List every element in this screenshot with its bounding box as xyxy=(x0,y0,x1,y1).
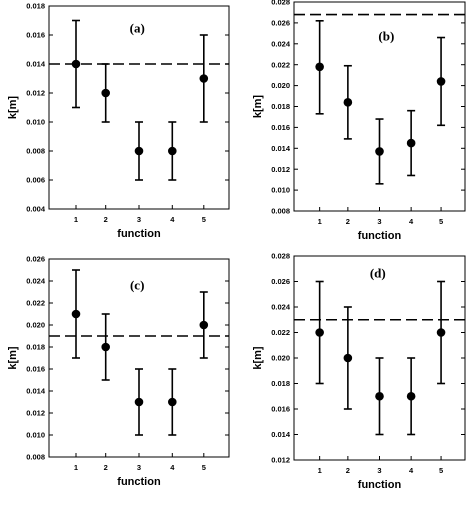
data-point xyxy=(406,138,416,148)
data-point xyxy=(168,397,177,407)
y-tick-label: 0.006 xyxy=(26,176,45,185)
x-tick-label: 4 xyxy=(409,217,414,226)
y-tick-label: 0.022 xyxy=(271,328,290,337)
y-tick-label: 0.020 xyxy=(271,354,290,363)
data-point xyxy=(315,62,324,72)
y-tick-label: 0.012 xyxy=(26,409,45,418)
chart-panel-4: 0.012 0.014 0.016 0.018 0.020 0.022 0.024 0.026… xyxy=(252,252,466,491)
data-point xyxy=(199,320,209,330)
y-tick-label: 0.012 xyxy=(271,165,290,174)
data-point xyxy=(134,146,144,156)
y-tick-label: 0.012 xyxy=(271,456,290,465)
data-point xyxy=(343,98,353,107)
x-tick-label: 1 xyxy=(74,215,78,224)
x-tick-label: 4 xyxy=(170,215,175,224)
x-tick-label: 4 xyxy=(409,466,414,475)
x-tick-label: 5 xyxy=(439,466,443,475)
data-point xyxy=(436,77,446,86)
data-point xyxy=(375,147,384,156)
y-tick-label: 0.018 xyxy=(271,379,290,388)
data-point xyxy=(134,397,144,407)
panel-label: (d) xyxy=(370,265,386,280)
y-axis-label: k[m] xyxy=(252,95,264,119)
y-tick-label: 0.028 xyxy=(271,0,290,7)
y-tick-label: 0.026 xyxy=(271,277,290,286)
data-point xyxy=(71,309,81,319)
x-tick-label: 2 xyxy=(104,463,108,472)
x-tick-label: 2 xyxy=(104,215,108,224)
y-tick-label: 0.014 xyxy=(26,60,46,69)
y-tick-label: 0.014 xyxy=(271,144,291,153)
y-tick-label: 0.008 xyxy=(271,207,290,216)
data-point xyxy=(436,328,446,337)
data-point xyxy=(101,88,110,98)
y-tick-label: 0.024 xyxy=(271,39,291,48)
x-tick-label: 5 xyxy=(202,463,206,472)
y-tick-label: 0.004 xyxy=(26,205,46,214)
x-tick-label: 4 xyxy=(170,463,175,472)
data-point xyxy=(343,353,353,363)
y-tick-label: 0.018 xyxy=(271,102,290,111)
x-tick-label: 3 xyxy=(377,217,381,226)
x-tick-label: 3 xyxy=(377,466,381,475)
data-point xyxy=(375,391,384,401)
x-tick-label: 1 xyxy=(318,217,322,226)
y-tick-label: 0.016 xyxy=(26,31,45,40)
data-point xyxy=(168,146,177,156)
y-tick-label: 0.022 xyxy=(26,299,45,308)
y-tick-label: 0.028 xyxy=(271,252,290,261)
x-tick-label: 3 xyxy=(137,463,141,472)
data-point xyxy=(406,391,416,401)
y-tick-label: 0.016 xyxy=(271,405,290,414)
y-tick-label: 0.010 xyxy=(271,186,290,195)
y-tick-label: 0.018 xyxy=(26,343,45,352)
panel-label: (a) xyxy=(130,20,145,35)
x-tick-label: 1 xyxy=(74,463,78,472)
y-tick-label: 0.024 xyxy=(26,277,46,286)
y-tick-label: 0.012 xyxy=(26,89,45,98)
panel-label: (b) xyxy=(378,29,394,44)
chart-panel-1: 0.004 0.006 0.008 0.010 0.012 0.014 0.016 0.018… xyxy=(7,2,230,240)
data-point xyxy=(71,59,81,69)
x-axis-label: function xyxy=(117,476,161,488)
y-tick-label: 0.014 xyxy=(26,387,46,396)
data-point xyxy=(101,342,110,352)
y-axis-label: k[m] xyxy=(7,96,19,120)
x-tick-label: 1 xyxy=(318,466,322,475)
x-axis-label: function xyxy=(358,230,402,242)
y-tick-label: 0.018 xyxy=(26,2,45,11)
y-tick-label: 0.008 xyxy=(26,147,45,156)
y-tick-label: 0.024 xyxy=(271,303,291,312)
x-tick-label: 5 xyxy=(202,215,206,224)
y-axis-label: k[m] xyxy=(7,346,19,370)
y-tick-label: 0.008 xyxy=(26,453,45,462)
y-tick-label: 0.010 xyxy=(26,118,45,127)
y-tick-label: 0.016 xyxy=(271,123,290,132)
y-tick-label: 0.026 xyxy=(26,255,45,264)
y-tick-label: 0.010 xyxy=(26,431,45,440)
chart-panel-3: 0.008 0.010 0.012 0.014 0.016 0.018 0.020 0.022… xyxy=(7,255,230,488)
y-axis-label: k[m] xyxy=(252,346,264,370)
data-point xyxy=(315,328,324,337)
x-tick-label: 3 xyxy=(137,215,141,224)
panel-label: (c) xyxy=(130,278,144,293)
y-tick-label: 0.022 xyxy=(271,60,290,69)
y-tick-label: 0.014 xyxy=(271,430,291,439)
x-tick-label: 2 xyxy=(346,217,350,226)
x-tick-label: 5 xyxy=(439,217,443,226)
x-axis-label: function xyxy=(358,479,402,491)
data-point xyxy=(199,74,209,83)
y-tick-label: 0.016 xyxy=(26,365,45,374)
x-axis-label: function xyxy=(117,228,161,240)
chart-panel-2: 0.008 0.010 0.012 0.014 0.016 0.018 0.020 0.022… xyxy=(252,0,466,242)
y-tick-label: 0.020 xyxy=(26,321,45,330)
x-tick-label: 2 xyxy=(346,466,350,475)
y-tick-label: 0.026 xyxy=(271,19,290,28)
y-tick-label: 0.020 xyxy=(271,81,290,90)
